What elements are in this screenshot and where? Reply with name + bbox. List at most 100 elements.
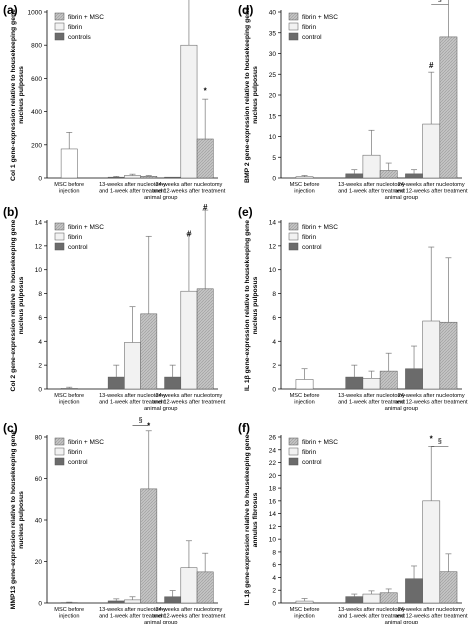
p3-y-label: MMP13 gene-expression relative to housek… (10, 430, 17, 609)
p6-category-label: and 1-week after treatment (338, 614, 405, 620)
p1-category-label: 13-weeks after nucleotomy (99, 182, 166, 188)
p2-legend-label: control (68, 244, 88, 251)
p4-bar-fibrin (362, 154, 381, 179)
p1-category-label: and 12-weeks after treatment (153, 189, 226, 195)
p2-category-label: 24-weeks after nucleotomy (156, 393, 223, 399)
p6-y-tick-label: 10 (269, 537, 277, 544)
p5-x-label: animal group (385, 406, 419, 412)
p3-bar-fibrin_msc (140, 488, 158, 604)
p3-legend-swatch-fibrin_msc (54, 437, 65, 446)
p5-bar-fibrin (422, 320, 441, 390)
p2-y-tick-label: 14 (35, 220, 43, 227)
p2-bar-fibrin_msc (196, 288, 214, 390)
p5-category-label: injection (294, 400, 315, 406)
p6-y-tick-label: 24 (269, 447, 277, 454)
p1-legend-label: controls (68, 34, 92, 41)
p6-bar-control (345, 596, 364, 604)
p1-bar-control (164, 176, 182, 179)
p2-y-label: nucleus pulposus (18, 276, 25, 334)
p6-y-tick-label: 2 (272, 588, 276, 595)
p4-y-tick-label: 0 (272, 176, 276, 183)
p1-bar-fibrin (124, 175, 141, 179)
p2-y-tick-label: 4 (38, 339, 42, 346)
p5-legend-swatch-fibrin_msc (288, 222, 299, 231)
p5-legend-label: fibrin (302, 234, 316, 241)
p3-category-label: and 12-weeks after treatment (153, 614, 226, 620)
p6-bar-control (405, 578, 423, 604)
p6-legend-label: control (302, 459, 322, 466)
p6-bar-fibrin_msc (379, 592, 398, 604)
p1-category-label: and 1-week after treatment (99, 189, 166, 195)
p4-bar-msc_before (295, 176, 314, 179)
p4-legend-swatch-control (288, 32, 299, 41)
p2-annotation: # (203, 203, 208, 212)
p2-x-label: animal group (144, 406, 178, 412)
p2-legend-label: fibrin (68, 234, 82, 241)
p4-x-label: animal group (385, 195, 419, 201)
p6-y-tick-label: 20 (269, 473, 277, 480)
p1-category-label: injection (59, 189, 80, 195)
p5-y-tick-label: 8 (272, 291, 276, 298)
p6-y-tick-label: 14 (269, 511, 277, 518)
p2-legend-label: fibrin + MSC (68, 224, 104, 231)
p6-y-tick-label: 6 (272, 562, 276, 569)
p4-legend-label: fibrin (302, 24, 316, 31)
p1-y-label: nucleus pulposus (18, 66, 25, 124)
p2-y-tick-label: 10 (35, 267, 43, 274)
p3-y-label: nucleus pulposus (18, 491, 25, 549)
p5-panel-label: (e) (238, 205, 253, 219)
p6-y-tick-label: 16 (269, 498, 277, 505)
p6-bar-fibrin (362, 593, 381, 604)
p6-y-tick-label: 12 (269, 524, 277, 531)
p6-y-tick-label: 26 (269, 435, 277, 442)
p6-legend-label: fibrin + MSC (302, 439, 338, 446)
p1-y-tick-label: 400 (31, 109, 42, 116)
p6-y-label: annulus fibrosus (252, 492, 259, 547)
p6-bar-fibrin_msc (439, 571, 458, 604)
p6-panel-label: (f) (238, 421, 250, 435)
p4-y-tick-label: 35 (269, 30, 277, 37)
p6-category-label: 24-weeks after nucleotomy (398, 607, 465, 613)
p3-y-tick-label: 60 (35, 476, 43, 483)
p3-legend-label: control (68, 459, 88, 466)
p5-legend-swatch-fibrin (288, 232, 299, 241)
p1-y-tick-label: 200 (31, 142, 42, 149)
p2-bar-control (164, 376, 182, 390)
p1-y-tick-label: 1000 (28, 10, 43, 17)
p2-y-tick-label: 2 (38, 363, 42, 370)
p4-legend-label: control (302, 34, 322, 41)
p6-category-label: injection (294, 614, 315, 620)
p5-legend-label: fibrin + MSC (302, 224, 338, 231)
p4-category-label: 13-weeks after nucleotomy (338, 182, 405, 188)
p2-y-tick-label: 0 (38, 387, 42, 394)
p4-annotation: # (429, 61, 434, 70)
p3-category-label: injection (59, 614, 80, 620)
p2-y-label: Col 2 gene-expression relative to housek… (10, 219, 17, 391)
p3-legend-label: fibrin (68, 449, 82, 456)
p2-panel-label: (b) (3, 205, 18, 219)
p6-legend-label: fibrin (302, 449, 316, 456)
p3-category-label: 13-weeks after nucleotomy (99, 607, 166, 613)
p3-panel-label: (c) (3, 421, 18, 435)
p6-x-label: animal group (385, 620, 419, 624)
p4-category-label: and 1-week after treatment (338, 189, 405, 195)
p3-category-label: 24-weeks after nucleotomy (156, 607, 223, 613)
p1-x-label: animal group (144, 195, 178, 201)
p2-legend-swatch-fibrin (54, 232, 65, 241)
p5-legend-label: control (302, 244, 322, 251)
p3-annotation: § (139, 417, 143, 424)
p5-y-tick-label: 4 (272, 339, 276, 346)
p1-legend-label: fibrin + MSC (68, 14, 104, 21)
p1-legend-label: fibrin (68, 24, 82, 31)
p5-bar-fibrin_msc (439, 321, 458, 390)
p4-y-tick-label: 10 (269, 134, 277, 141)
p1-bar-msc_before (60, 148, 78, 179)
p4-annotation: § (438, 0, 442, 4)
p5-y-tick-label: 2 (272, 363, 276, 370)
p6-category-label: 13-weeks after nucleotomy (338, 607, 405, 613)
p1-bar-fibrin (180, 44, 198, 179)
p4-y-label: nucleus pulposus (252, 66, 259, 124)
p2-bar-fibrin (124, 342, 141, 390)
p2-bar-control (107, 376, 125, 390)
